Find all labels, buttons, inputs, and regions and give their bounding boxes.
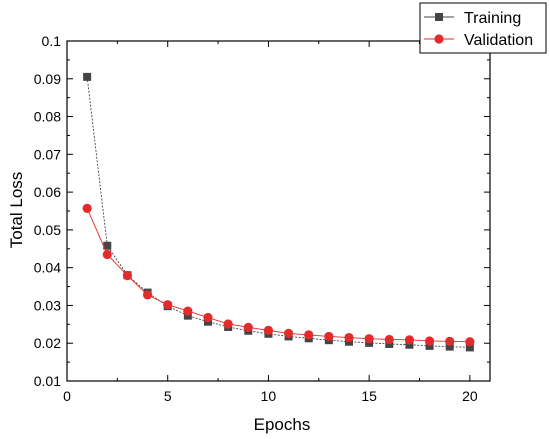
legend: Training Validation [419,2,547,54]
y-tick-label: 0.07 [34,146,61,162]
validation-point [404,335,415,345]
y-tick-label: 0.05 [34,222,61,238]
x-tick-label: 0 [63,388,71,404]
series-training [83,72,474,352]
validation-point [183,306,193,316]
y-tick-label: 0.09 [34,71,61,87]
validation-point [304,330,314,340]
y-tick-label: 0.02 [34,335,61,351]
validation-point [324,331,334,342]
y-tick-label: 0.03 [34,297,61,313]
validation-point [82,203,92,213]
legend-marker [435,13,443,21]
x-tick-label: 20 [462,388,478,404]
validation-point [283,328,294,338]
validation-line [86,208,470,343]
x-axis-label: Epochs [254,415,311,434]
training-point [445,342,454,351]
y-tick-label: 0.01 [34,373,61,389]
legend-item-validation: Validation [424,32,533,49]
axes: 0 5 10 15 20 0.01 0.02 0.03 0.04 0.05 0.06 0.07 0.08… [34,33,491,404]
y-tick-label: 0.08 [34,109,61,125]
legend-item-training: Training [424,10,521,27]
y-tick-label: 0.1 [42,33,62,49]
y-tick-label: 0.06 [34,184,61,200]
validation-point [122,271,133,281]
validation-point [263,325,274,335]
legend-box [419,2,547,54]
x-tick-label: 15 [361,388,377,404]
validation-point [445,336,455,346]
validation-point [364,334,374,344]
training-point [103,241,112,250]
training-point [83,72,92,81]
training-line [86,76,470,348]
plot-frame [66,40,491,382]
legend-marker [434,34,444,44]
x-tick-label: 10 [261,388,277,404]
legend-label: Training [464,10,521,27]
validation-point [243,322,253,332]
validation-point [424,336,435,346]
validation-point [344,332,354,343]
series-validation [82,203,475,347]
y-axis-label: Total Loss [7,172,26,249]
validation-point [142,290,153,300]
training-point [405,340,414,349]
y-tick-label: 0.04 [34,260,61,276]
training-point [465,343,474,352]
legend-label: Validation [464,32,533,49]
validation-point [102,249,112,260]
validation-point [223,319,233,329]
series-layer [82,72,475,352]
training-point [425,341,434,350]
validation-point [203,312,213,323]
validation-point [163,300,173,310]
validation-point [384,334,394,345]
x-tick-label: 5 [164,388,172,404]
validation-point [465,337,475,347]
